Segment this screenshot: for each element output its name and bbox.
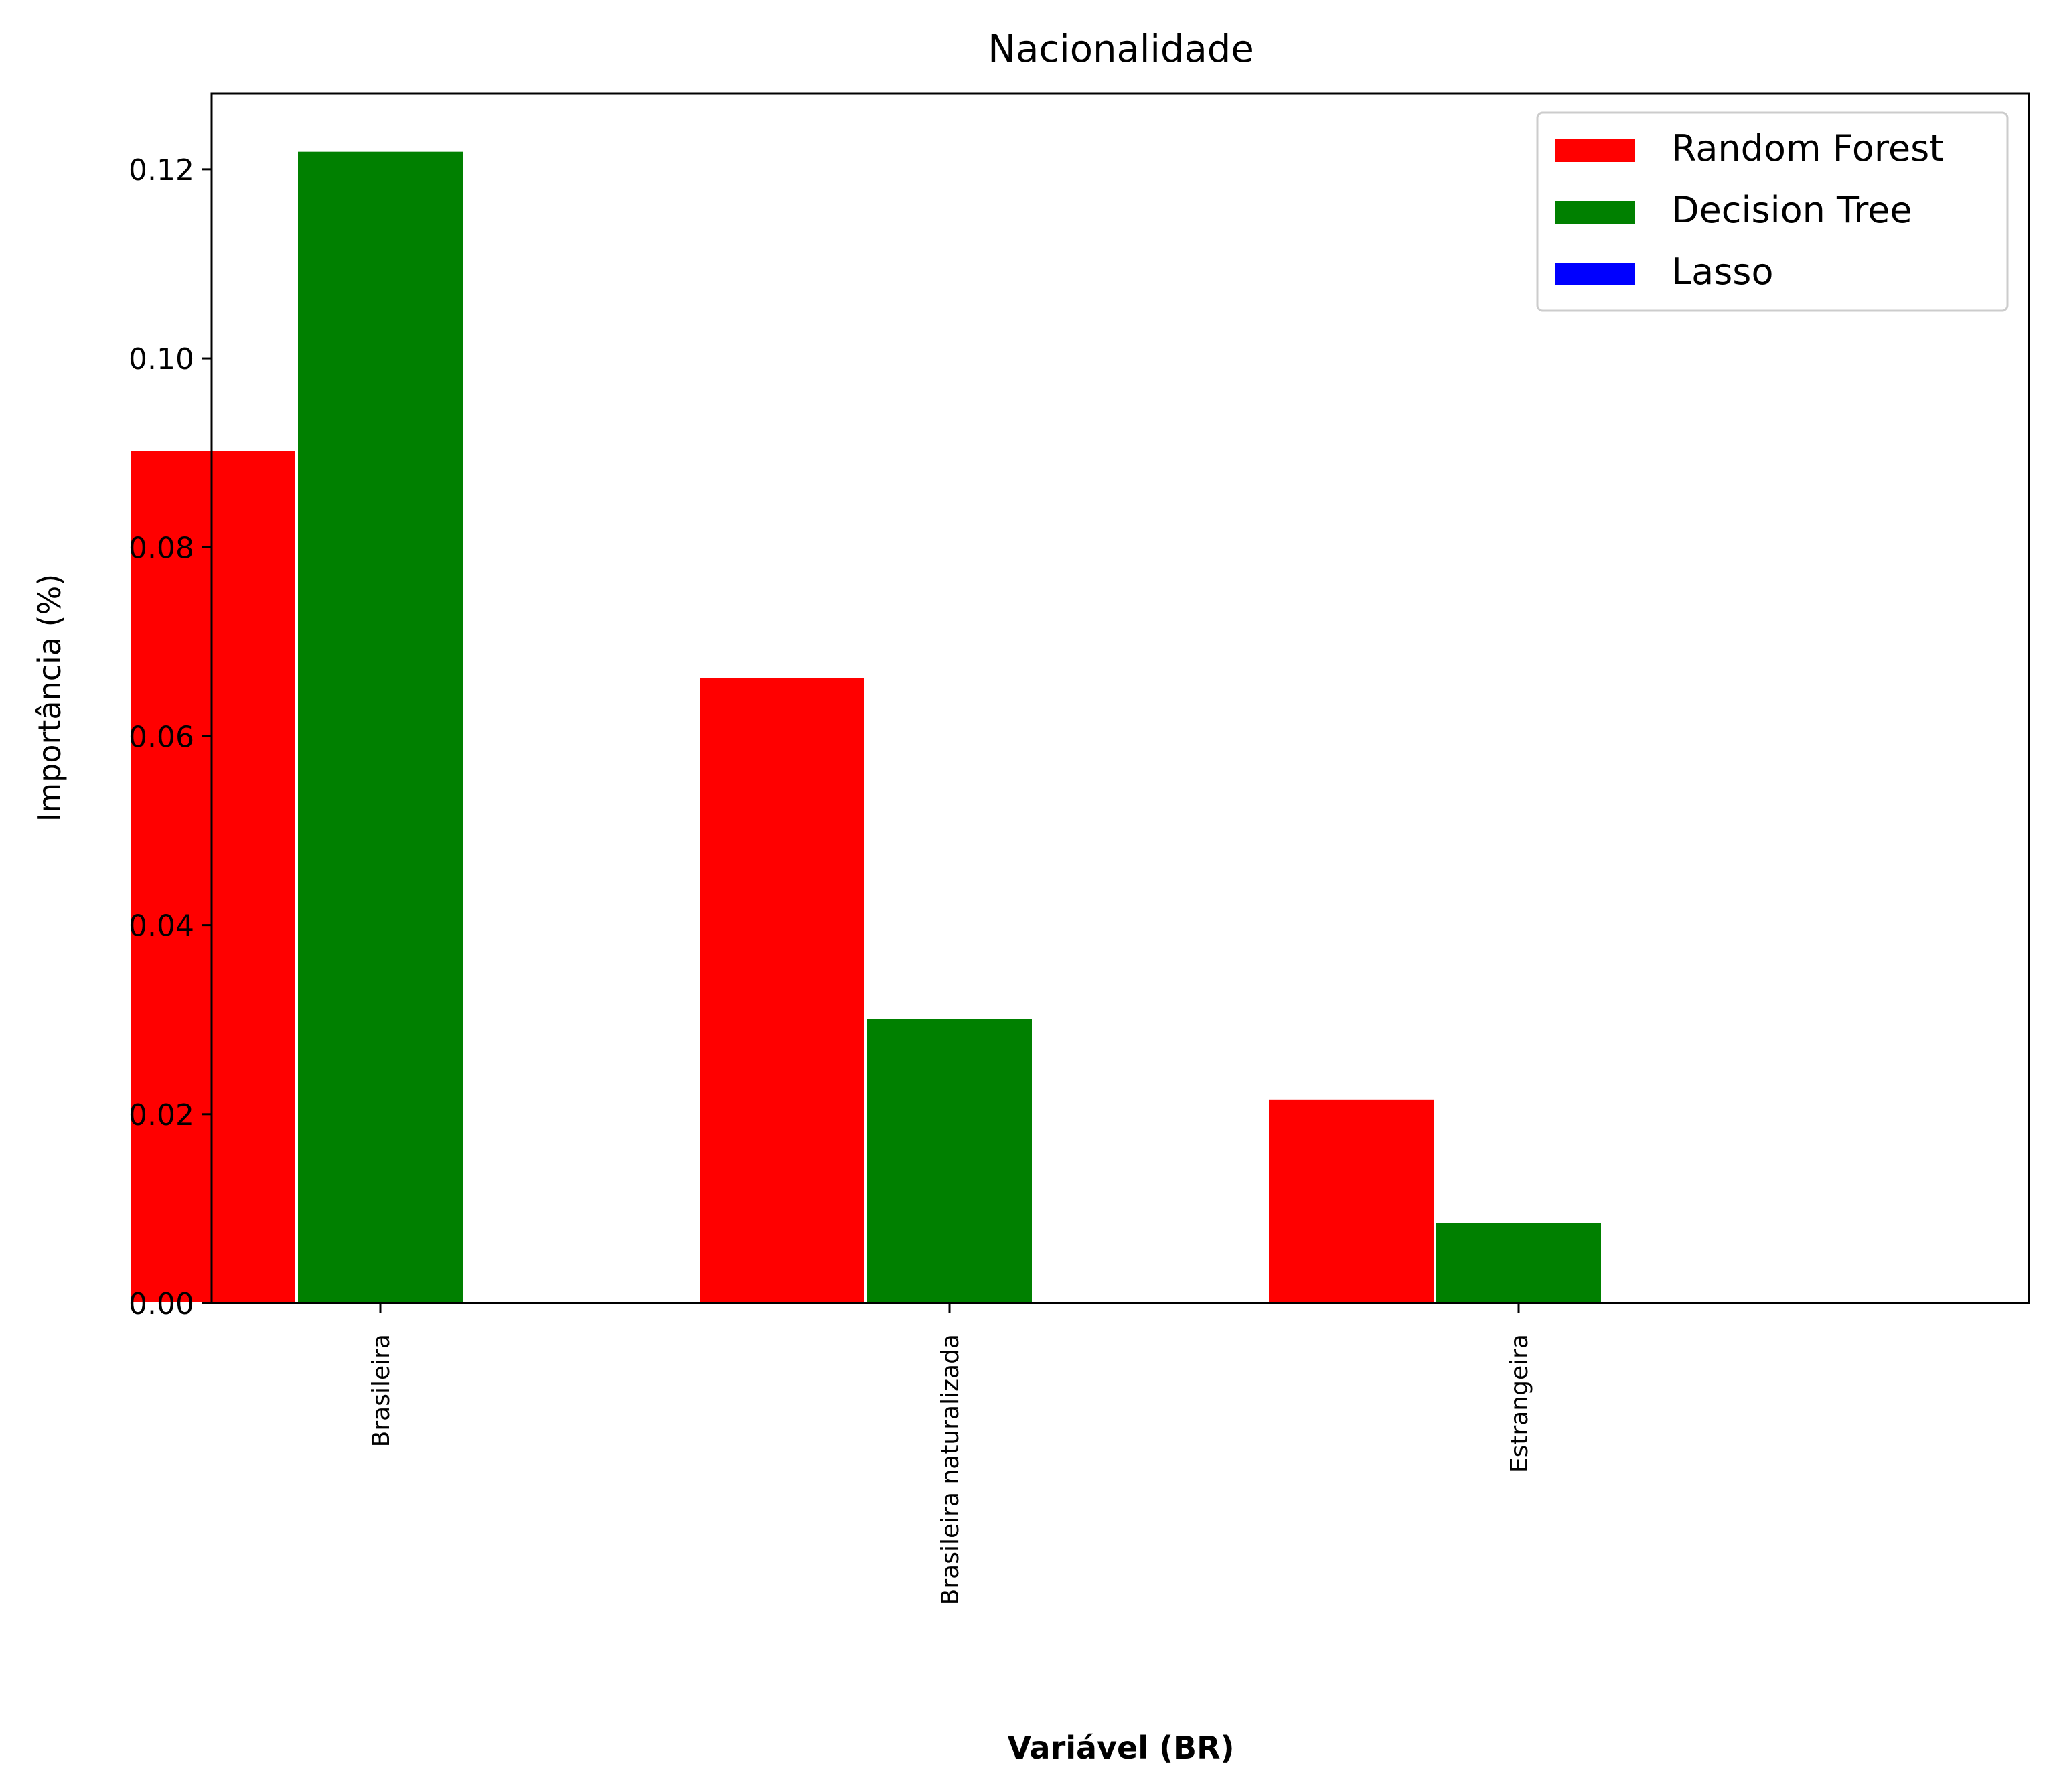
x-axis: Brasileira Brasileira naturalizada Estrang… (368, 1303, 1533, 1605)
x-tick-label: Brasileira naturalizada (937, 1334, 964, 1605)
plot-area (128, 92, 2030, 1305)
legend-label: Lasso (1671, 250, 1773, 293)
y-tick-label: 0.12 (129, 153, 194, 188)
bar-random-forest-2 (697, 675, 867, 1304)
legend-label: Random Forest (1671, 127, 1943, 169)
bar-decision-tree-1 (295, 149, 465, 1304)
bar-decision-tree-2 (864, 1016, 1035, 1304)
y-tick-label: 0.10 (129, 342, 194, 376)
bar-random-forest-1 (128, 448, 298, 1304)
plot-frame (210, 92, 2030, 1304)
y-tick-label: 0.00 (129, 1287, 194, 1321)
y-axis-label: Importância (%) (31, 574, 68, 822)
bar-decision-tree-3 (1434, 1220, 1604, 1305)
legend: Random Forest Decision Tree Lasso (1536, 111, 2009, 312)
legend-label: Decision Tree (1671, 189, 1912, 231)
y-tick-label: 0.08 (129, 531, 194, 565)
legend-swatch (1555, 201, 1635, 224)
x-axis-label: Variável (BR) (1007, 1730, 1234, 1766)
legend-swatch (1555, 139, 1635, 162)
y-tick-label: 0.04 (129, 909, 194, 944)
y-axis: 0.00 0.02 0.04 0.06 0.08 0.10 0.12 (129, 153, 212, 1321)
legend-swatch (1555, 263, 1635, 285)
chart-title: Nacionalidade (988, 27, 1254, 71)
bar-random-forest-3 (1266, 1096, 1436, 1304)
y-tick-label: 0.06 (129, 720, 194, 754)
x-tick-label: Estrangeira (1506, 1334, 1533, 1473)
y-tick-label: 0.02 (129, 1098, 194, 1132)
legend-box (1536, 111, 2009, 312)
x-tick-label: Brasileira (368, 1334, 395, 1447)
